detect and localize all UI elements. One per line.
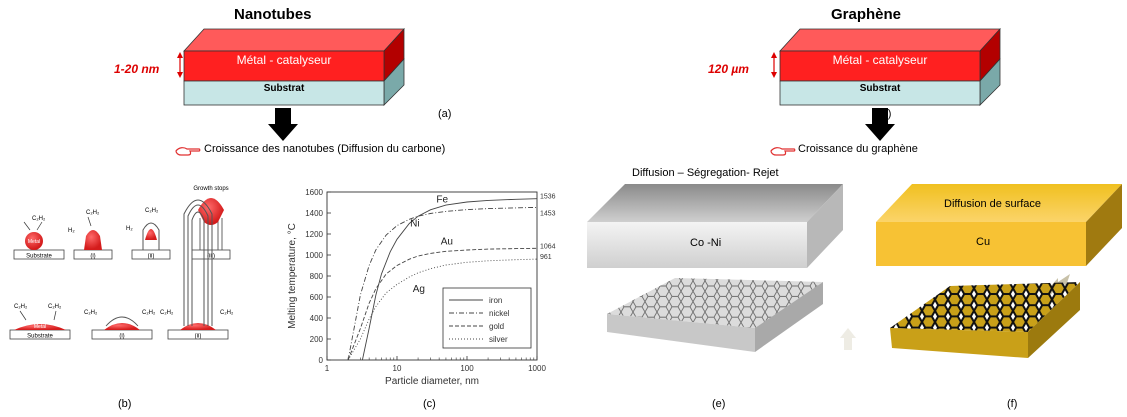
nanotubes-layer-stack [177, 27, 405, 106]
graphene-title: Graphène [831, 6, 902, 23]
panel-f-illustration [876, 184, 1122, 358]
svg-text:Metal: Metal [34, 324, 46, 330]
bulk-value-nickel: 1453 [540, 210, 556, 217]
tag-c: (c) [423, 398, 436, 410]
y-tick-label: 1600 [305, 188, 323, 197]
svg-text:H₂: H₂ [68, 228, 75, 234]
gas-text: C₂H₂ [32, 216, 46, 222]
cu-block-side [1086, 184, 1122, 266]
svg-text:C₂H₂: C₂H₂ [48, 304, 62, 310]
metal-top-face [183, 28, 405, 52]
graphene-down-arrow [865, 108, 895, 141]
svg-text:C₂H₂: C₂H₂ [142, 310, 156, 316]
series-label-nickel: Ni [410, 219, 419, 230]
x-tick-label: 1 [325, 364, 330, 373]
legend-entry-gold: gold [489, 322, 504, 331]
coni-block-top [587, 184, 843, 222]
graphene-lattice-gold [890, 282, 1080, 332]
series-line-gold [347, 247, 538, 361]
series-label-silver: Ag [413, 284, 425, 295]
svg-text:(i): (i) [119, 334, 124, 340]
series-line-iron [361, 198, 538, 361]
panel-e-metal: Co -Ni [690, 237, 722, 249]
up-arrow-icon [840, 328, 856, 350]
graphene-layer-stack [771, 27, 1001, 106]
y-tick-label: 600 [310, 293, 324, 302]
nanotubes-metal-label: Métal - catalyseur [236, 53, 332, 67]
coni-block-front [587, 222, 807, 268]
nanotubes-thickness: 1-20 nm [114, 62, 160, 76]
x-tick-label: 1000 [528, 364, 546, 373]
y-tick-label: 1400 [305, 209, 323, 218]
graphene-thickness: 120 µm [708, 62, 749, 76]
series-line-silver [347, 258, 538, 361]
panel-e-mechanism: Diffusion – Ségregation- Rejet [632, 167, 779, 179]
series-label-iron: Fe [436, 195, 448, 206]
growth-stops-text: Growth stops [193, 186, 228, 192]
base-growth-row: Substrate Metal C₂H₂ C₂H₂ (i) C₂H₂ C₂H₂ … [9, 199, 234, 340]
metal-text: Metal [28, 239, 40, 245]
svg-text:C₂H₂: C₂H₂ [145, 208, 159, 214]
x-tick-label: 100 [460, 364, 474, 373]
y-tick-label: 0 [319, 356, 324, 365]
y-tick-label: 400 [310, 314, 324, 323]
svg-text:C₂H₂: C₂H₂ [86, 210, 100, 216]
x-axis-label: Particle diameter, nm [385, 376, 479, 387]
graphene-growth-caption: Croissance du graphène [798, 143, 918, 155]
y-axis-label: Melting temperature, °C [287, 223, 298, 329]
panel-f-metal: Cu [976, 236, 991, 248]
series-label-gold: Au [441, 237, 453, 248]
legend-entry-iron: iron [489, 296, 502, 305]
svg-text:(iii): (iii) [207, 254, 215, 260]
svg-text:C₂H₂: C₂H₂ [160, 310, 174, 316]
tag-e: (e) [712, 398, 726, 410]
svg-text:(ii): (ii) [148, 254, 155, 260]
nanotubes-growth-caption: Croissance des nanotubes (Diffusion du c… [204, 143, 446, 155]
svg-text:C₂H₂: C₂H₂ [84, 310, 98, 316]
y-tick-label: 1200 [305, 230, 323, 239]
substrate-text: Substrate [26, 254, 52, 260]
coni-block-side [807, 184, 843, 268]
tag-b: (b) [118, 398, 132, 410]
x-tick-label: 10 [393, 364, 402, 373]
substrate-front-face [183, 80, 385, 106]
nanotubes-down-arrow [268, 108, 298, 141]
graphene-metal-label: Métal - catalyseur [832, 53, 928, 67]
svg-text:(ii): (ii) [195, 334, 202, 340]
svg-text:(i): (i) [90, 254, 95, 260]
nanotubes-substrate-label: Substrat [263, 83, 305, 94]
pointing-hand-icon [770, 147, 796, 156]
graphene-substrate-label: Substrat [859, 83, 901, 94]
svg-text:Substrate: Substrate [27, 334, 53, 340]
cu-block-front [876, 222, 1086, 266]
y-tick-label: 1000 [305, 251, 323, 260]
graphene-slab-front [607, 314, 755, 352]
legend-entry-silver: silver [489, 335, 508, 344]
y-tick-label: 800 [310, 272, 324, 281]
legend [442, 287, 532, 349]
melting-temperature-chart: 0 200 400 600 800 1000 1200 1400 1600 1 10 100 1000 P… [287, 188, 556, 387]
svg-text:H₂: H₂ [126, 226, 133, 232]
legend-entry-nickel: nickel [489, 309, 510, 318]
panel-e-illustration [587, 184, 856, 352]
svg-text:C₂H₂: C₂H₂ [14, 304, 28, 310]
svg-text:C₂H₂: C₂H₂ [220, 310, 234, 316]
bulk-value-iron: 1536 [540, 194, 556, 201]
y-tick-label: 200 [310, 335, 324, 344]
tip-growth-row: Substrate Metal C₂H₂ (i) C₂H₂ H₂ (ii) C₂… [13, 186, 231, 260]
bulk-value-silver: 961 [540, 254, 552, 261]
metal-front-face [183, 50, 385, 82]
graphene-lattice-grey [607, 278, 823, 328]
tag-a: (a) [438, 108, 452, 120]
panel-f-mechanism: Diffusion de surface [944, 198, 1042, 210]
panel-b-growth-schematic: Substrate Metal C₂H₂ (i) C₂H₂ H₂ (ii) C₂… [9, 186, 234, 340]
pointing-hand-icon [175, 147, 201, 156]
cu-slab-front [890, 328, 1028, 358]
tag-f: (f) [1007, 398, 1018, 410]
bulk-value-gold: 1064 [540, 243, 556, 250]
series-line-nickel [347, 206, 538, 361]
nanotubes-title: Nanotubes [234, 6, 312, 23]
cu-block-top [876, 184, 1122, 222]
